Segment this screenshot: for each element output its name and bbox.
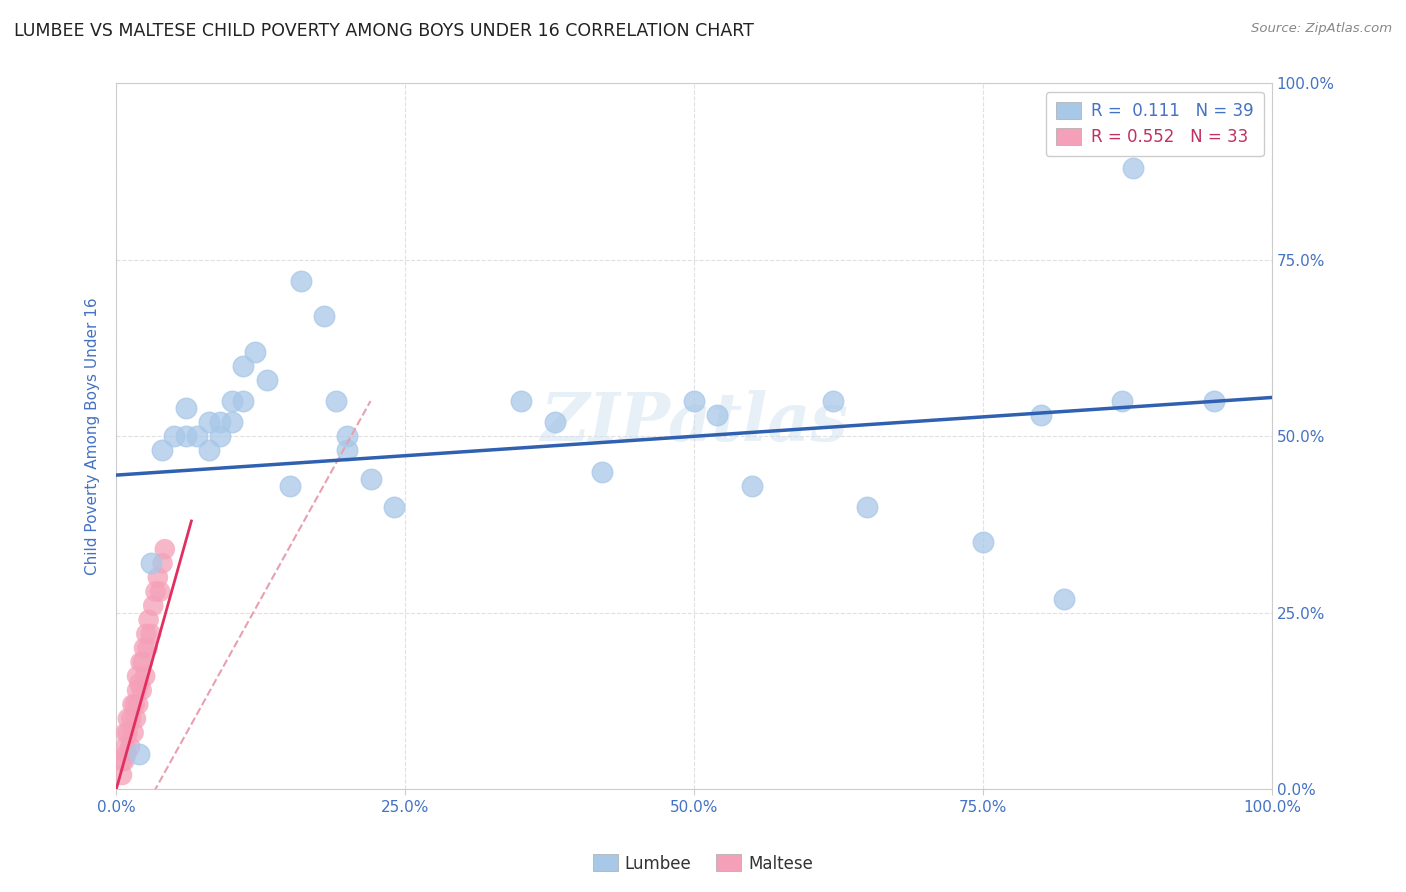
Point bbox=[1053, 591, 1076, 606]
Point bbox=[120, 739, 142, 754]
Y-axis label: Child Poverty Among Boys Under 16: Child Poverty Among Boys Under 16 bbox=[86, 297, 100, 575]
Point bbox=[1204, 394, 1226, 409]
Point bbox=[360, 472, 382, 486]
Point bbox=[146, 570, 169, 584]
Point bbox=[111, 768, 134, 782]
Point bbox=[221, 415, 243, 429]
Point bbox=[336, 429, 359, 443]
Point bbox=[149, 584, 172, 599]
Point bbox=[132, 655, 155, 669]
Point bbox=[209, 429, 232, 443]
Point bbox=[591, 465, 613, 479]
Point bbox=[232, 394, 254, 409]
Point bbox=[186, 429, 208, 443]
Point bbox=[382, 500, 405, 514]
Point bbox=[145, 584, 167, 599]
Point bbox=[120, 712, 142, 726]
Point bbox=[124, 698, 146, 712]
Point bbox=[153, 542, 176, 557]
Point bbox=[134, 669, 156, 683]
Point bbox=[972, 535, 994, 549]
Point bbox=[111, 754, 134, 768]
Point bbox=[127, 698, 149, 712]
Point bbox=[135, 627, 157, 641]
Point bbox=[290, 274, 312, 288]
Text: LUMBEE VS MALTESE CHILD POVERTY AMONG BOYS UNDER 16 CORRELATION CHART: LUMBEE VS MALTESE CHILD POVERTY AMONG BO… bbox=[14, 22, 754, 40]
Point bbox=[325, 394, 347, 409]
Point bbox=[821, 394, 844, 409]
Point bbox=[741, 478, 763, 492]
Point bbox=[232, 359, 254, 373]
Point bbox=[152, 557, 174, 571]
Point bbox=[121, 698, 143, 712]
Legend: Lumbee, Maltese: Lumbee, Maltese bbox=[586, 847, 820, 880]
Point bbox=[221, 394, 243, 409]
Point bbox=[128, 747, 150, 761]
Point bbox=[683, 394, 706, 409]
Point bbox=[117, 725, 139, 739]
Point bbox=[197, 415, 219, 429]
Point bbox=[314, 310, 336, 324]
Point bbox=[706, 408, 728, 422]
Point bbox=[128, 676, 150, 690]
Point bbox=[125, 669, 148, 683]
Point bbox=[112, 754, 135, 768]
Point bbox=[243, 344, 266, 359]
Point bbox=[336, 443, 359, 458]
Point bbox=[139, 557, 162, 571]
Text: ZIPatlas: ZIPatlas bbox=[540, 390, 848, 455]
Legend: R =  0.111   N = 39, R = 0.552   N = 33: R = 0.111 N = 39, R = 0.552 N = 33 bbox=[1046, 92, 1264, 156]
Point bbox=[256, 373, 278, 387]
Point bbox=[117, 712, 139, 726]
Point bbox=[132, 640, 155, 655]
Point bbox=[115, 747, 138, 761]
Point bbox=[129, 655, 152, 669]
Point bbox=[174, 429, 197, 443]
Point bbox=[139, 627, 162, 641]
Point bbox=[142, 599, 165, 613]
Point bbox=[163, 429, 186, 443]
Point bbox=[1029, 408, 1052, 422]
Point bbox=[138, 613, 160, 627]
Point bbox=[209, 415, 232, 429]
Point bbox=[1111, 394, 1133, 409]
Text: Source: ZipAtlas.com: Source: ZipAtlas.com bbox=[1251, 22, 1392, 36]
Point bbox=[544, 415, 567, 429]
Point bbox=[152, 443, 174, 458]
Point bbox=[136, 640, 159, 655]
Point bbox=[174, 401, 197, 415]
Point bbox=[125, 712, 148, 726]
Point bbox=[197, 443, 219, 458]
Point bbox=[856, 500, 879, 514]
Point bbox=[509, 394, 531, 409]
Point bbox=[122, 725, 145, 739]
Point bbox=[114, 739, 136, 754]
Point bbox=[131, 683, 153, 698]
Point bbox=[1122, 161, 1144, 175]
Point bbox=[125, 683, 148, 698]
Point bbox=[114, 725, 136, 739]
Point bbox=[278, 478, 301, 492]
